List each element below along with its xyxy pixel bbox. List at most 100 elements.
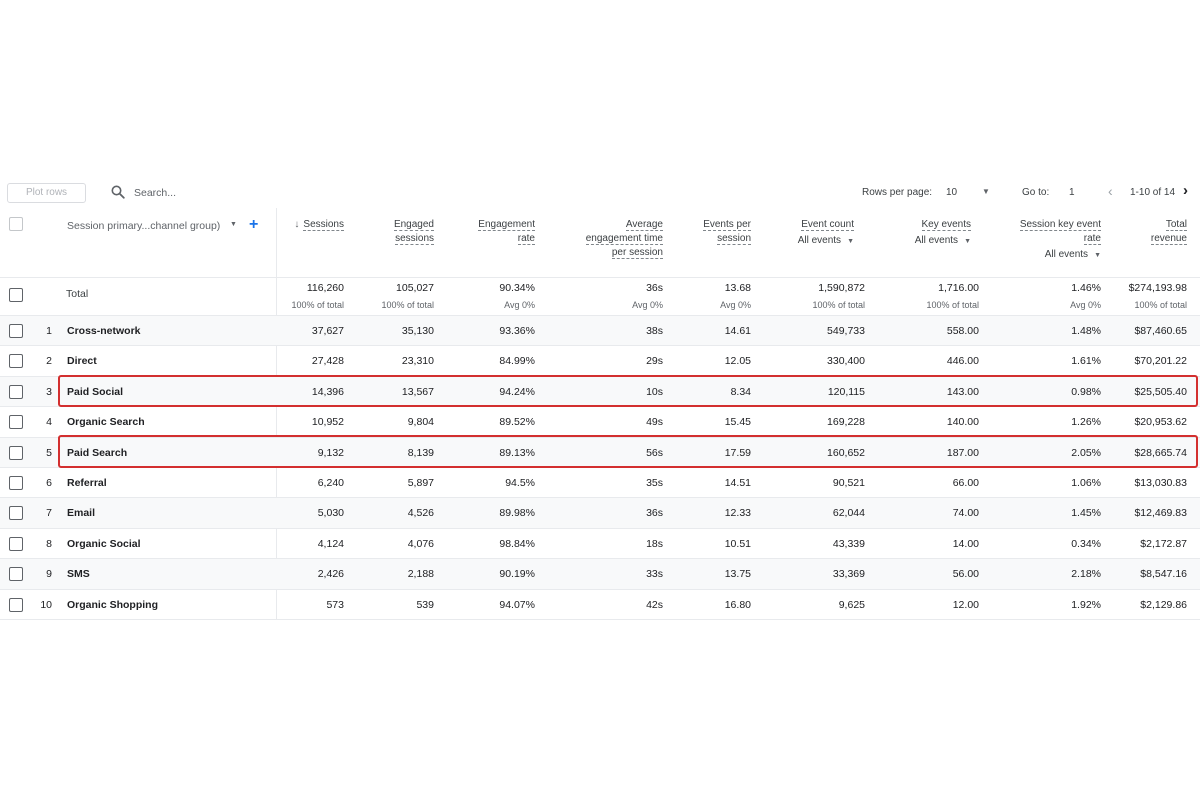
- dropdown-caret-icon: ▼: [1094, 252, 1101, 259]
- cell-engaged-sessions: 13,567: [401, 385, 434, 398]
- row-checkbox[interactable]: [9, 536, 23, 551]
- cell-engagement-rate: 94.07%: [499, 598, 535, 611]
- row-checkbox[interactable]: [9, 354, 23, 369]
- cell-events-per-session: 16.80: [724, 598, 751, 611]
- table-row[interactable]: 10 Organic Shopping 573 539 94.07% 42s 16.80 9,…: [0, 590, 1200, 620]
- row-rank: 8: [46, 537, 52, 550]
- table-row[interactable]: 5 Paid Search 9,132 8,139 89.13% 56s 17.59 160,…: [0, 437, 1200, 468]
- cell-engaged-sessions: 5,897: [407, 477, 434, 489]
- table-row[interactable]: 9 SMS 2,426 2,188 90.19% 33s 13.75 33,369 56.00 2…: [0, 559, 1200, 590]
- col-header-sessions[interactable]: ↓ Sessions: [294, 219, 344, 231]
- row-rank: 9: [46, 568, 52, 581]
- col-header-engagement-rate[interactable]: Engagement rate: [478, 219, 535, 245]
- row-checkbox[interactable]: [9, 324, 23, 338]
- table-row[interactable]: 4 Organic Search 10,952 9,804 89.52% 49s 15.45…: [0, 407, 1200, 438]
- cell-engagement-rate: 89.13%: [499, 446, 535, 459]
- cell-engaged-sessions: 8,139: [407, 446, 434, 459]
- event-filter-select[interactable]: All events ▼: [797, 235, 854, 246]
- header-checkbox[interactable]: [9, 217, 23, 231]
- row-checkbox[interactable]: [9, 597, 23, 612]
- search-input[interactable]: [134, 186, 284, 200]
- col-header-session-key-event-rate[interactable]: Session key event rate All events ▼: [1019, 218, 1101, 263]
- cell-total-revenue: $25,505.40: [1134, 385, 1187, 398]
- cell-engagement-rate: 84.99%: [499, 355, 535, 368]
- row-rank: 5: [46, 446, 52, 459]
- cell-key-events: 12.00: [952, 598, 979, 611]
- table-row[interactable]: 7 Email 5,030 4,526 89.98% 36s 12.33 62,044 74.0…: [0, 498, 1200, 529]
- total-engagement-rate: 90.34% Avg 0%: [499, 282, 535, 310]
- cell-event-count: 160,652: [827, 446, 865, 459]
- row-checkbox[interactable]: [9, 288, 23, 302]
- row-label[interactable]: Paid Search: [67, 446, 128, 459]
- row-label[interactable]: Cross-network: [67, 325, 141, 337]
- row-label[interactable]: SMS: [67, 568, 90, 581]
- table-row[interactable]: 8 Organic Social 4,124 4,076 98.84% 18s 10.51 4…: [0, 529, 1200, 560]
- cell-engaged-sessions: 539: [416, 598, 434, 611]
- event-filter-select[interactable]: All events ▼: [1044, 249, 1101, 260]
- dimension-caret-icon[interactable]: ▼: [230, 221, 237, 228]
- chevron-right-icon[interactable]: ›: [1183, 182, 1188, 199]
- table-row[interactable]: 1 Cross-network 37,627 35,130 93.36% 38s 14.61…: [0, 316, 1200, 347]
- row-checkbox[interactable]: [9, 384, 23, 399]
- dropdown-caret-icon: ▼: [847, 238, 854, 245]
- cell-sessions: 27,428: [311, 355, 344, 368]
- cell-key-events: 140.00: [946, 416, 979, 429]
- row-label[interactable]: Organic Social: [67, 537, 141, 550]
- row-checkbox[interactable]: [9, 445, 23, 460]
- dropdown-caret-icon: ▼: [964, 238, 971, 245]
- cell-session-key-event-rate: 0.98%: [1071, 385, 1101, 398]
- total-value: 1.46%: [1071, 282, 1101, 294]
- rows-per-page-select[interactable]: 10: [946, 187, 958, 198]
- row-label[interactable]: Paid Social: [67, 385, 124, 398]
- table-row[interactable]: 2 Direct 27,428 23,310 84.99% 29s 12.05 330,400…: [0, 346, 1200, 377]
- cell-session-key-event-rate: 0.34%: [1071, 537, 1101, 550]
- row-checkbox[interactable]: [9, 476, 23, 490]
- cell-event-count: 43,339: [832, 537, 865, 550]
- col-header-event-count[interactable]: Event count All events ▼: [798, 218, 854, 249]
- cell-sessions: 10,952: [311, 416, 344, 429]
- total-sub: 100% of total: [812, 300, 865, 310]
- cell-total-revenue: $8,547.16: [1140, 568, 1187, 581]
- col-header-events-per-session[interactable]: Events per session: [703, 219, 751, 245]
- total-sub: 100% of total: [291, 300, 344, 310]
- col-header-key-events[interactable]: Key events All events ▼: [915, 218, 971, 249]
- table-row[interactable]: 3 Paid Social 14,396 13,567 94.24% 10s 8.34 120…: [0, 376, 1200, 408]
- cell-avg-engagement-time: 29s: [646, 355, 663, 368]
- table-toolbar: Plot rows Rows per page: 10 ▼ Go to: 1 ‹…: [0, 180, 1200, 206]
- row-label[interactable]: Direct: [67, 355, 97, 368]
- cell-avg-engagement-time: 49s: [646, 416, 663, 429]
- row-label[interactable]: Email: [67, 507, 96, 520]
- cell-avg-engagement-time: 18s: [646, 537, 663, 550]
- row-rank: 3: [46, 385, 52, 398]
- row-rank: 7: [46, 507, 52, 520]
- cell-events-per-session: 14.51: [724, 477, 751, 489]
- dropdown-caret-icon[interactable]: ▼: [982, 187, 990, 196]
- cell-engagement-rate: 89.52%: [499, 416, 535, 429]
- cell-events-per-session: 17.59: [724, 446, 751, 459]
- search-icon[interactable]: [111, 185, 125, 199]
- chevron-left-icon[interactable]: ‹: [1108, 183, 1113, 199]
- total-sub: Avg 0%: [720, 300, 751, 310]
- plot-rows-button[interactable]: Plot rows: [7, 183, 86, 203]
- row-checkbox[interactable]: [9, 506, 23, 521]
- cell-key-events: 446.00: [946, 355, 979, 368]
- col-header-avg-engagement-time[interactable]: Average engagement time per session: [585, 219, 663, 259]
- add-dimension-icon[interactable]: +: [249, 216, 259, 233]
- row-checkbox[interactable]: [9, 415, 23, 430]
- col-header-engaged-sessions[interactable]: Engaged sessions: [393, 219, 434, 245]
- dimension-header[interactable]: Session primary...channel group): [67, 220, 221, 232]
- col-header-total-revenue[interactable]: Total revenue: [1150, 219, 1187, 245]
- column-divider: [276, 208, 277, 620]
- table-row[interactable]: 6 Referral 6,240 5,897 94.5% 35s 14.51 90,521 66…: [0, 468, 1200, 499]
- row-label[interactable]: Referral: [67, 477, 107, 489]
- total-value: 90.34%: [499, 282, 535, 294]
- row-checkbox[interactable]: [9, 567, 23, 582]
- cell-total-revenue: $2,129.86: [1140, 598, 1187, 611]
- cell-avg-engagement-time: 10s: [646, 385, 663, 398]
- event-filter-select[interactable]: All events ▼: [914, 235, 971, 246]
- cell-sessions: 573: [326, 598, 344, 611]
- go-to-input[interactable]: 1: [1069, 187, 1075, 198]
- row-label[interactable]: Organic Search: [67, 416, 145, 429]
- row-label[interactable]: Organic Shopping: [67, 598, 158, 611]
